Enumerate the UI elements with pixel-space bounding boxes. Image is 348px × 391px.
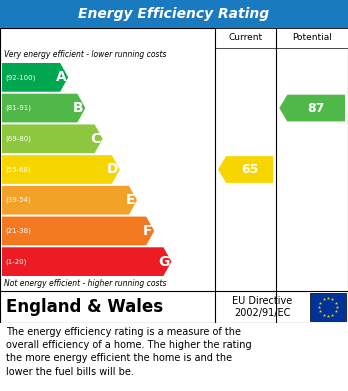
Text: England & Wales: England & Wales [6, 298, 163, 316]
Bar [310, 293, 346, 321]
Text: E: E [126, 193, 135, 207]
Polygon shape [2, 63, 68, 92]
Text: The energy efficiency rating is a measure of the
overall efficiency of a home. T: The energy efficiency rating is a measur… [6, 327, 252, 377]
Text: Very energy efficient - lower running costs: Very energy efficient - lower running co… [4, 50, 166, 59]
Text: Current: Current [229, 34, 263, 43]
Text: (1-20): (1-20) [5, 258, 26, 265]
Polygon shape [2, 94, 85, 122]
Text: (92-100): (92-100) [5, 74, 35, 81]
Text: 87: 87 [308, 102, 325, 115]
Polygon shape [2, 217, 154, 245]
Text: (55-68): (55-68) [5, 166, 31, 173]
Text: (81-91): (81-91) [5, 105, 31, 111]
Text: A: A [55, 70, 66, 84]
Text: 65: 65 [241, 163, 258, 176]
Text: G: G [158, 255, 169, 269]
Text: (39-54): (39-54) [5, 197, 31, 203]
Text: C: C [90, 132, 101, 146]
Text: (21-38): (21-38) [5, 228, 31, 234]
Text: D: D [106, 163, 118, 176]
Bar [276, 28, 348, 48]
Text: (69-80): (69-80) [5, 136, 31, 142]
Polygon shape [2, 155, 120, 184]
Text: F: F [143, 224, 152, 238]
Polygon shape [279, 95, 345, 122]
Polygon shape [2, 124, 103, 153]
Polygon shape [2, 186, 137, 215]
Bar [215, 28, 276, 48]
Text: Potential: Potential [292, 34, 332, 43]
Text: Energy Efficiency Rating: Energy Efficiency Rating [78, 7, 270, 21]
Text: Not energy efficient - higher running costs: Not energy efficient - higher running co… [4, 280, 166, 289]
Text: EU Directive
2002/91/EC: EU Directive 2002/91/EC [232, 296, 293, 318]
Polygon shape [218, 156, 273, 183]
Polygon shape [2, 247, 172, 276]
Text: B: B [73, 101, 84, 115]
